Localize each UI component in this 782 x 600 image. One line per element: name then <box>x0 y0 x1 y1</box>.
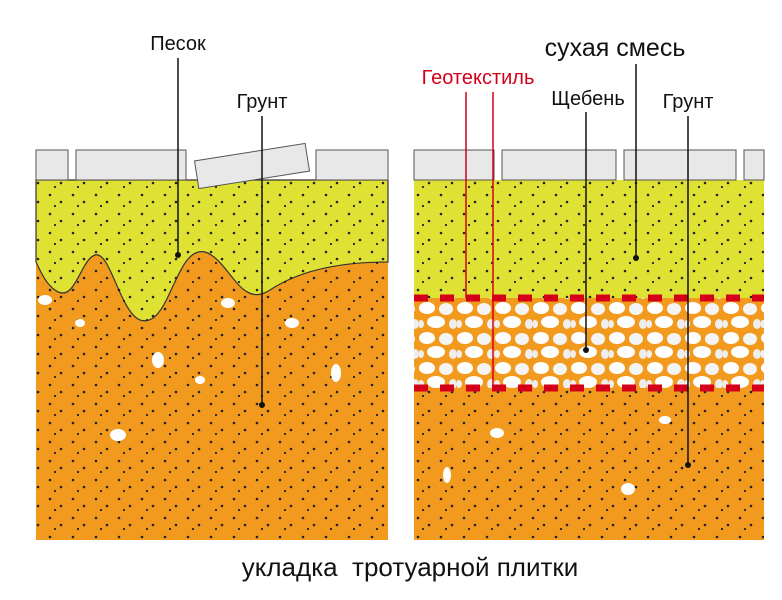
label-geotextile: Геотекстиль <box>422 67 535 89</box>
left-panel <box>35 142 389 540</box>
leader-lines <box>177 58 689 465</box>
caption: укладка тротуарной плитки <box>242 552 579 582</box>
label-sand: Песок <box>150 33 206 55</box>
label-dry-mix: сухая смесь <box>545 34 686 62</box>
label-soil-right: Грунт <box>663 91 714 113</box>
label-soil: Грунт <box>237 91 288 113</box>
right-panel <box>413 149 765 540</box>
label-gravel: Щебень <box>551 88 624 110</box>
